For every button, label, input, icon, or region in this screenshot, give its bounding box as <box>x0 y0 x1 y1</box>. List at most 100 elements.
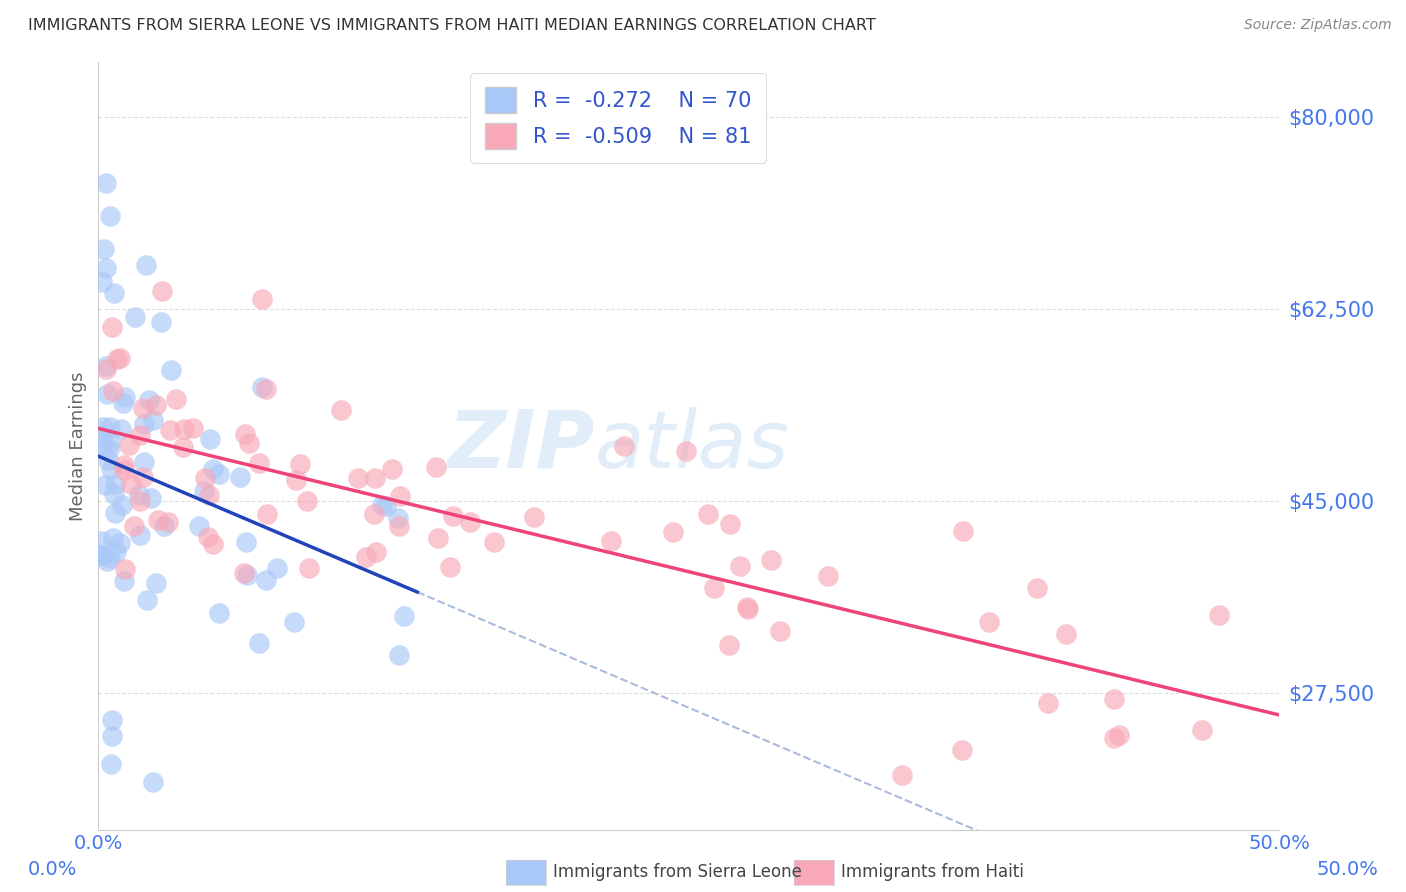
Point <box>97 452 120 467</box>
Point <box>675 443 697 458</box>
Point <box>181 421 204 435</box>
Point <box>124 310 146 324</box>
Point <box>1191 723 1213 738</box>
Point <box>112 574 135 589</box>
Point <box>426 531 449 545</box>
Point <box>950 743 973 757</box>
Point <box>139 491 162 505</box>
Text: Immigrants from Sierra Leone: Immigrants from Sierra Leone <box>553 863 801 881</box>
Point <box>198 432 221 446</box>
Point <box>1036 696 1059 710</box>
Y-axis label: Median Earnings: Median Earnings <box>69 371 87 521</box>
Point <box>103 285 125 300</box>
Point <box>145 399 167 413</box>
Point <box>100 462 122 476</box>
Point <box>728 558 751 573</box>
Point <box>132 455 155 469</box>
Point <box>172 440 194 454</box>
Point <box>364 471 387 485</box>
Point <box>93 242 115 256</box>
Point <box>94 362 117 376</box>
Point <box>138 393 160 408</box>
Point <box>160 362 183 376</box>
Point <box>374 500 396 514</box>
Point <box>145 576 167 591</box>
Point <box>118 438 141 452</box>
Point <box>114 390 136 404</box>
Point <box>254 382 277 396</box>
Point <box>388 648 411 663</box>
Point <box>717 638 740 652</box>
Point <box>1102 731 1125 745</box>
Text: atlas: atlas <box>595 407 789 485</box>
Point <box>1026 581 1049 595</box>
Point <box>208 467 231 481</box>
Point <box>188 519 211 533</box>
Point <box>718 517 741 532</box>
Point <box>166 392 188 406</box>
Point <box>233 426 256 441</box>
Point <box>891 768 914 782</box>
Point <box>232 566 254 580</box>
Point <box>1102 692 1125 706</box>
Point <box>100 729 122 743</box>
Point <box>100 713 122 727</box>
Point <box>112 458 135 472</box>
Point <box>96 387 118 401</box>
Point <box>389 489 412 503</box>
Point <box>136 593 159 607</box>
Text: Source: ZipAtlas.com: Source: ZipAtlas.com <box>1244 18 1392 32</box>
Point <box>153 519 176 533</box>
Point <box>91 427 114 442</box>
Legend: R =  -0.272    N = 70, R =  -0.509    N = 81: R = -0.272 N = 70, R = -0.509 N = 81 <box>471 73 766 163</box>
Point <box>122 518 145 533</box>
Point <box>952 524 974 538</box>
Point <box>458 516 481 530</box>
Point <box>229 469 252 483</box>
Point <box>370 498 392 512</box>
Point <box>101 319 124 334</box>
Point <box>425 460 447 475</box>
Point <box>98 435 121 450</box>
Point <box>149 315 172 329</box>
Point <box>96 553 118 567</box>
Point <box>737 602 759 616</box>
Point <box>90 549 112 563</box>
Point <box>135 258 157 272</box>
Point <box>105 545 128 559</box>
Point <box>94 359 117 374</box>
Point <box>363 507 385 521</box>
Point <box>285 473 308 487</box>
Point <box>759 553 782 567</box>
Point <box>247 456 270 470</box>
Point <box>266 561 288 575</box>
Point <box>94 477 117 491</box>
Point <box>104 506 127 520</box>
Point <box>600 534 623 549</box>
Point <box>98 420 121 434</box>
Point <box>97 442 120 457</box>
Point <box>193 483 215 498</box>
Point <box>90 275 112 289</box>
Point <box>283 615 305 630</box>
Point <box>150 285 173 299</box>
Point <box>94 260 117 275</box>
Point <box>817 568 839 582</box>
Point <box>735 599 758 614</box>
Text: IMMIGRANTS FROM SIERRA LEONE VS IMMIGRANTS FROM HAITI MEDIAN EARNINGS CORRELATIO: IMMIGRANTS FROM SIERRA LEONE VS IMMIGRAN… <box>28 18 876 33</box>
Point <box>441 509 464 524</box>
Point <box>110 421 132 435</box>
Point <box>173 421 195 435</box>
Point <box>387 510 409 524</box>
Text: ZIP: ZIP <box>447 407 595 485</box>
Point <box>1208 607 1230 622</box>
Point <box>235 568 257 582</box>
Point <box>120 477 142 491</box>
Point <box>1054 626 1077 640</box>
Point <box>111 395 134 409</box>
Point <box>134 417 156 431</box>
Point <box>254 573 277 587</box>
Text: 0.0%: 0.0% <box>28 860 77 880</box>
Point <box>1108 728 1130 742</box>
Point <box>703 582 725 596</box>
